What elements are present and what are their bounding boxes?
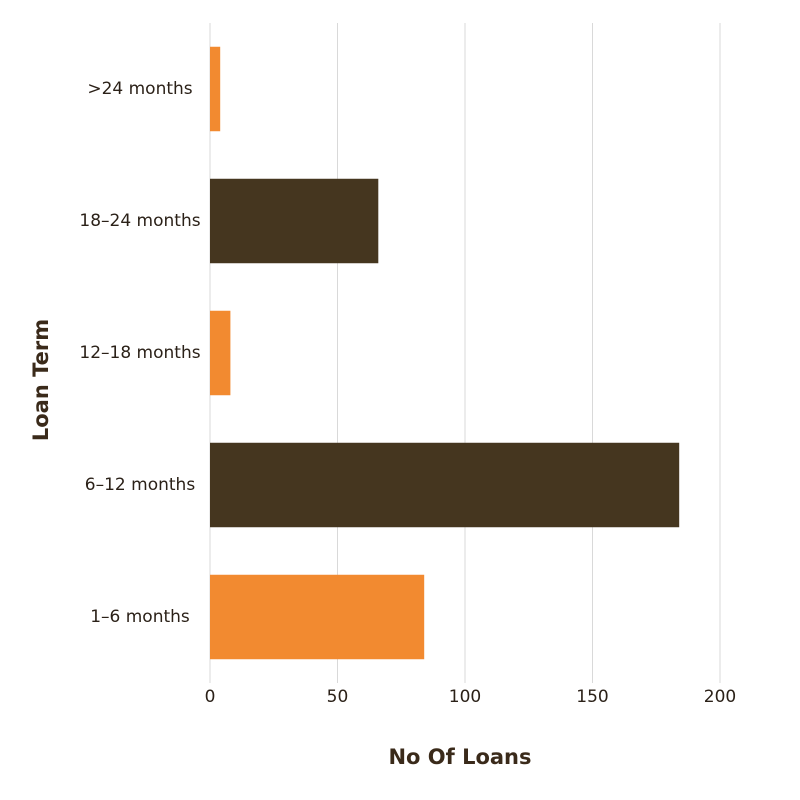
bar bbox=[210, 442, 680, 528]
y-tick-label: 6–12 months bbox=[85, 475, 196, 495]
bar bbox=[210, 46, 221, 132]
y-axis-title: Loan Term bbox=[29, 319, 53, 441]
y-tick-label: >24 months bbox=[87, 79, 192, 99]
bar bbox=[210, 574, 425, 660]
y-tick-label: 18–24 months bbox=[79, 211, 200, 231]
x-tick-label: 100 bbox=[449, 687, 481, 707]
x-axis-title: No Of Loans bbox=[388, 745, 531, 769]
x-tick-label: 50 bbox=[327, 687, 349, 707]
x-tick-label: 0 bbox=[205, 687, 216, 707]
x-tick-label: 200 bbox=[704, 687, 736, 707]
y-tick-label: 12–18 months bbox=[79, 343, 200, 363]
y-tick-label: 1–6 months bbox=[90, 607, 190, 627]
x-tick-label: 150 bbox=[576, 687, 608, 707]
bar bbox=[210, 178, 379, 264]
bar bbox=[210, 310, 231, 396]
